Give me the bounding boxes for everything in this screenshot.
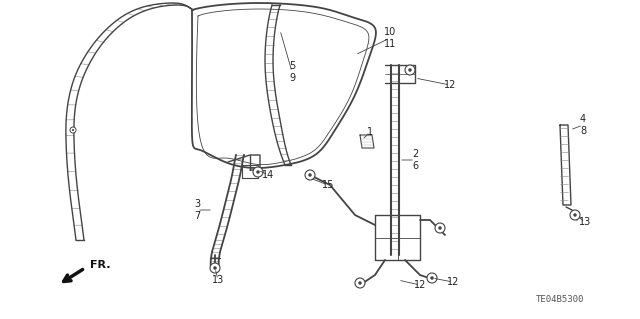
Text: 14: 14: [262, 170, 274, 180]
Circle shape: [358, 281, 362, 285]
Circle shape: [210, 263, 220, 273]
Text: 1: 1: [367, 127, 373, 137]
Text: TE04B5300: TE04B5300: [536, 295, 584, 305]
Circle shape: [256, 170, 260, 174]
Text: 15: 15: [322, 180, 334, 190]
Circle shape: [405, 65, 415, 75]
Text: FR.: FR.: [90, 260, 111, 270]
Circle shape: [253, 167, 263, 177]
Text: 10
11: 10 11: [384, 27, 396, 49]
Text: 13: 13: [579, 217, 591, 227]
Text: 2
6: 2 6: [412, 149, 418, 171]
Circle shape: [570, 210, 580, 220]
Circle shape: [72, 129, 74, 131]
Circle shape: [573, 213, 577, 217]
Circle shape: [308, 173, 312, 177]
Circle shape: [213, 266, 217, 270]
Text: 12: 12: [447, 277, 459, 287]
Text: 3
7: 3 7: [194, 199, 200, 221]
Text: 4
8: 4 8: [580, 114, 586, 136]
Circle shape: [408, 68, 412, 72]
Circle shape: [427, 273, 437, 283]
Circle shape: [438, 226, 442, 230]
Text: 12: 12: [444, 80, 456, 90]
Circle shape: [435, 223, 445, 233]
Text: 13: 13: [212, 275, 224, 285]
Text: 12: 12: [414, 280, 426, 290]
Circle shape: [355, 278, 365, 288]
Circle shape: [305, 170, 315, 180]
Circle shape: [70, 127, 76, 133]
Circle shape: [430, 276, 434, 280]
Text: 5
9: 5 9: [289, 61, 295, 83]
